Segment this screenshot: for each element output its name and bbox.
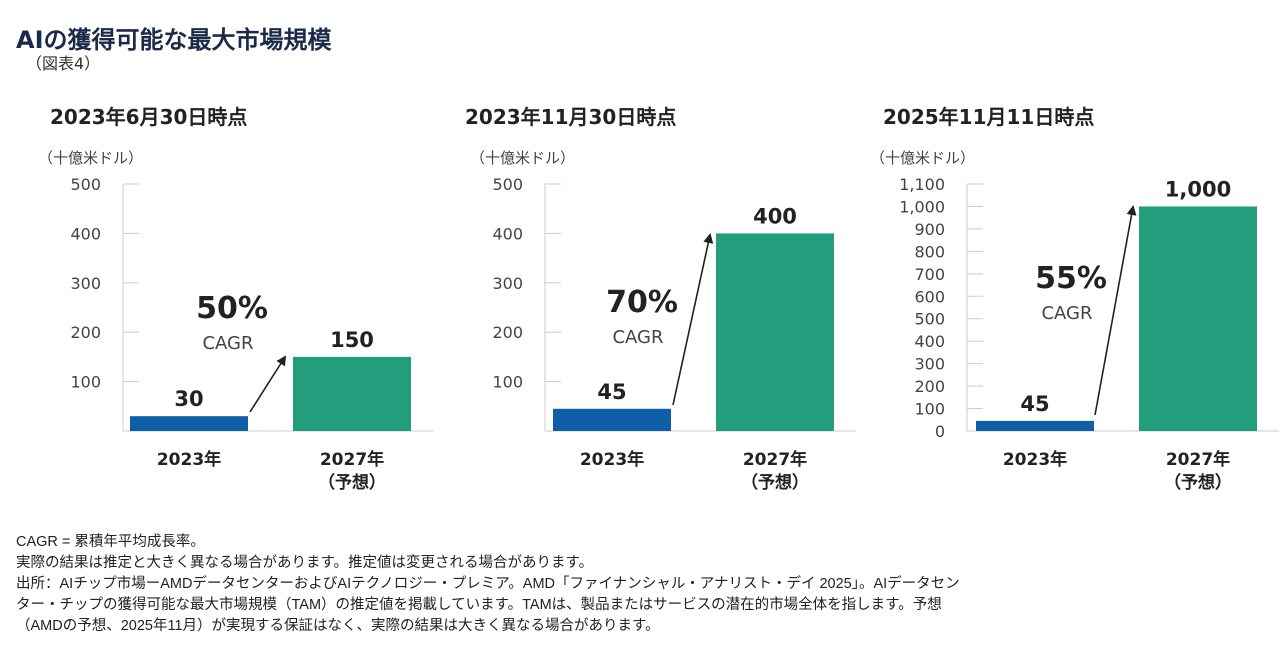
- growth-arrow: [249, 355, 287, 413]
- cagr-label: CAGR: [1041, 303, 1092, 324]
- x-tick-sublabel: （予想）: [1164, 472, 1232, 493]
- y-tick-label: 400: [70, 224, 101, 243]
- y-tick-label: 700: [914, 265, 945, 284]
- chart-title: 2023年6月30日時点: [50, 105, 247, 129]
- footnote: （AMDの予想、2025年11月）が実現する保証はなく、実際の結果は大きく異なる…: [16, 618, 660, 634]
- chart-2: 2023年11月30日時点 （十億米ドル） 100 200 300 400 500 45 202…: [465, 105, 856, 493]
- footnote: 実際の結果は推定と大きく異なる場合があります。推定値は変更される場合があります。: [16, 555, 594, 571]
- footnote: ター・チップの獲得可能な最大市場規模（TAM）の推定値を掲載しています。TAMは…: [16, 597, 942, 613]
- cagr-value: 70%: [606, 285, 678, 320]
- bar-2023: [976, 420, 1094, 431]
- bar-2027: [293, 356, 411, 431]
- data-label: 400: [753, 204, 797, 228]
- cagr-label: CAGR: [202, 333, 253, 354]
- y-tick-label: 100: [492, 373, 523, 392]
- chart-title: 2023年11月30日時点: [465, 105, 676, 129]
- x-tick-sublabel: （予想）: [318, 472, 386, 493]
- y-tick-label: 300: [70, 274, 101, 293]
- y-tick-label: 300: [914, 355, 945, 374]
- data-label: 30: [174, 387, 203, 411]
- data-label: 150: [330, 328, 374, 352]
- y-tick-label: 500: [492, 175, 523, 194]
- x-tick-label: 2023年: [580, 449, 644, 470]
- x-tick-sublabel: （予想）: [741, 472, 809, 493]
- growth-arrow: [1094, 205, 1137, 416]
- data-label: 45: [1020, 392, 1049, 416]
- x-tick-label: 2027年: [320, 449, 384, 470]
- y-axis-unit: （十億米ドル）: [870, 149, 975, 167]
- bar-2027: [1139, 206, 1257, 431]
- y-tick-label: 500: [70, 175, 101, 194]
- y-tick-label: 900: [914, 220, 945, 239]
- bar-2023: [553, 408, 671, 431]
- y-tick-label: 800: [914, 242, 945, 261]
- y-tick-label: 200: [492, 323, 523, 342]
- chart-3: 2025年11月11日時点 （十億米ドル） 0 100 200 300 400 500 600 7…: [870, 105, 1279, 493]
- y-tick-label: 100: [914, 400, 945, 419]
- y-tick-label: 500: [914, 310, 945, 329]
- cagr-value: 55%: [1035, 261, 1107, 296]
- y-tick-label: 200: [914, 377, 945, 396]
- y-axis-unit: （十億米ドル）: [470, 149, 575, 167]
- data-label: 1,000: [1165, 177, 1231, 201]
- y-tick-label: 400: [914, 332, 945, 351]
- y-axis-unit: （十億米ドル）: [38, 149, 143, 167]
- page-title: AIの獲得可能な最大市場規模: [16, 26, 332, 54]
- bar-2027: [716, 233, 834, 431]
- footnotes: CAGR = 累積年平均成長率。 実際の結果は推定と大きく異なる場合があります。…: [16, 532, 960, 637]
- chart-title: 2025年11月11日時点: [883, 105, 1094, 129]
- chart-1: 2023年6月30日時点 （十億米ドル） 100 200 300 400 500 30 2023…: [38, 105, 433, 493]
- footnote: CAGR = 累積年平均成長率。: [16, 534, 205, 550]
- cagr-label: CAGR: [612, 327, 663, 348]
- growth-arrow: [672, 233, 714, 406]
- y-tick-label: 100: [70, 373, 101, 392]
- cagr-value: 50%: [196, 291, 268, 326]
- x-tick-label: 2023年: [157, 449, 221, 470]
- y-tick-label: 300: [492, 274, 523, 293]
- x-tick-label: 2023年: [1003, 449, 1067, 470]
- figure-label: （図表4）: [26, 54, 101, 73]
- y-tick-label: 0: [935, 422, 945, 441]
- footnote: 出所：AIチップ市場ーAMDデータセンターおよびAIテクノロジー・プレミア。AM…: [16, 576, 960, 592]
- x-tick-label: 2027年: [743, 449, 807, 470]
- y-tick-label: 200: [70, 323, 101, 342]
- data-label: 45: [597, 380, 626, 404]
- y-tick-label: 400: [492, 224, 523, 243]
- y-tick-label: 600: [914, 287, 945, 306]
- y-tick-label: 1,100: [899, 175, 945, 194]
- bar-2023: [130, 416, 248, 431]
- x-tick-label: 2027年: [1166, 449, 1230, 470]
- y-tick-label: 1,000: [899, 197, 945, 216]
